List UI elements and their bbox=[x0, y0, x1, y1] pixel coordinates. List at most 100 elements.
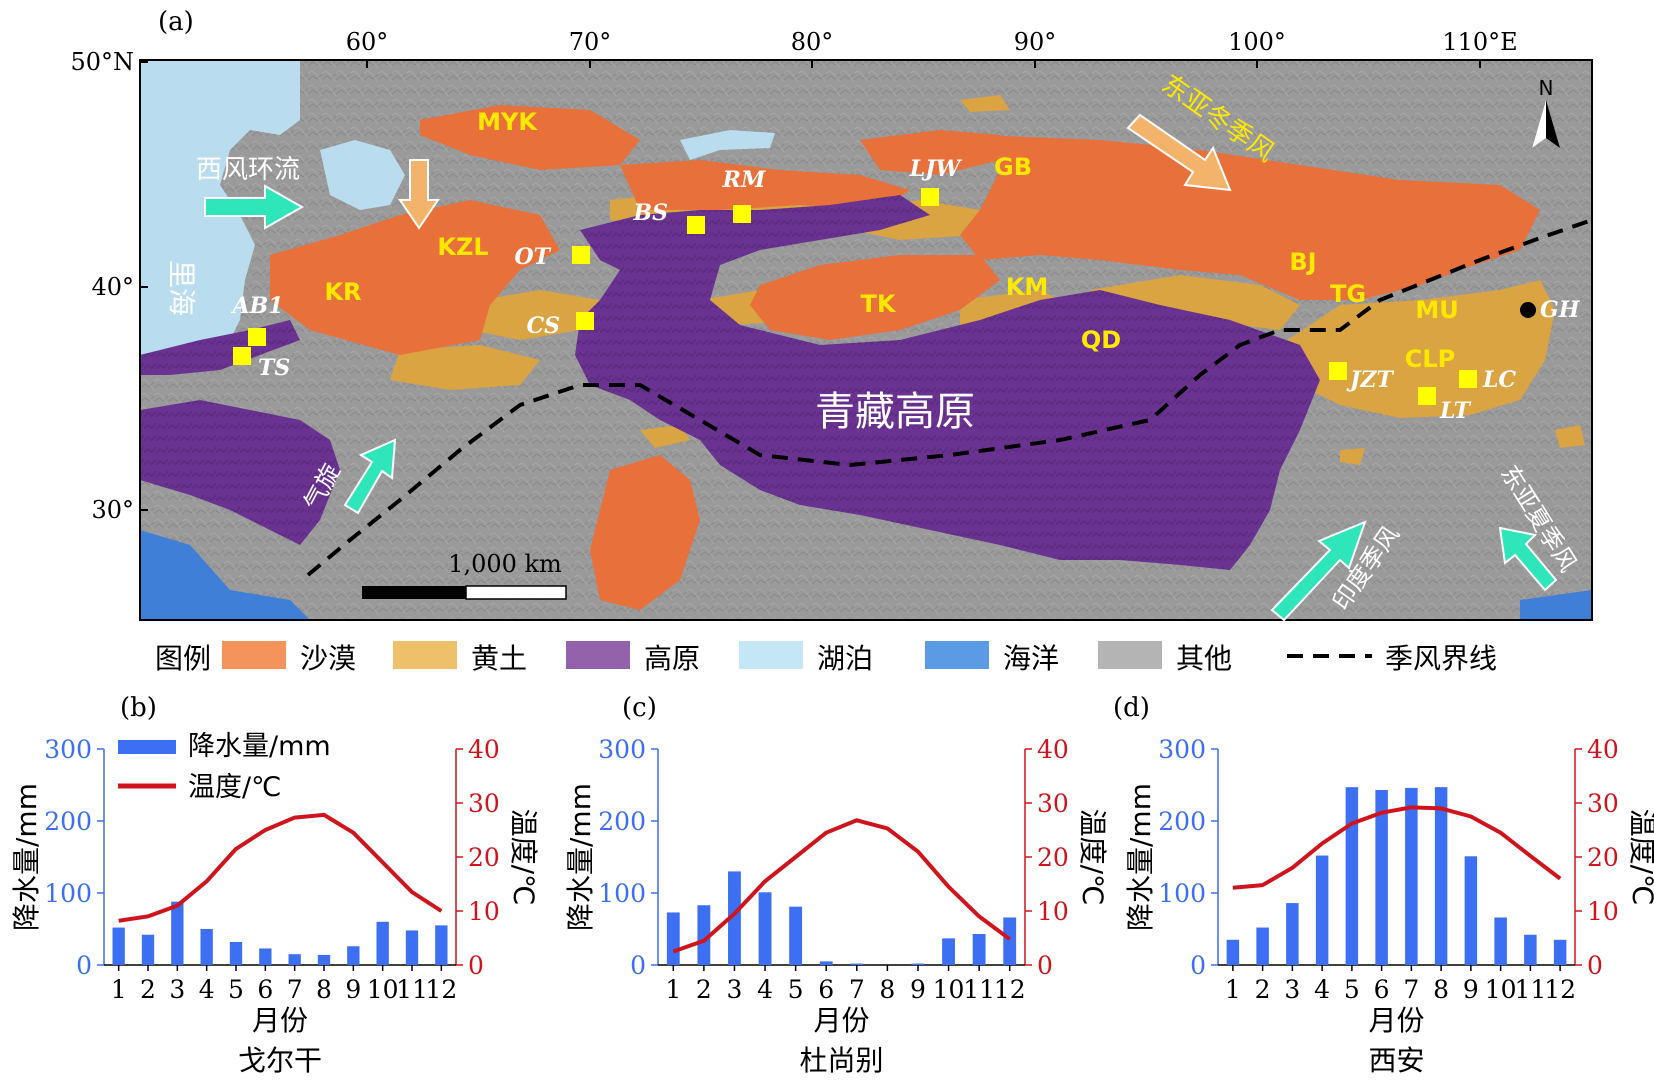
site-label: JZT bbox=[1346, 367, 1394, 393]
left-tick-label: 100 bbox=[1158, 879, 1206, 908]
x-tick-label: 9 bbox=[345, 975, 361, 1004]
x-tick-label: 7 bbox=[1403, 975, 1419, 1004]
x-axis-title: 月份 bbox=[813, 1004, 869, 1037]
site-label: LJW bbox=[909, 156, 963, 182]
temperature-line bbox=[672, 818, 1011, 954]
x-tick-label: 11 bbox=[396, 975, 428, 1004]
precip-bar bbox=[259, 948, 272, 965]
legend-swatch bbox=[739, 641, 803, 669]
x-tick-label: 5 bbox=[788, 975, 804, 1004]
x-tick-label: 5 bbox=[228, 975, 244, 1004]
region-label: KZL bbox=[437, 233, 488, 261]
precip-bar bbox=[112, 927, 125, 965]
precip-bar bbox=[171, 901, 184, 965]
site-label: RM bbox=[722, 167, 766, 193]
region-labels: MYK KZL KR GB TK KM QD BJ TG MU CLP bbox=[324, 108, 1458, 373]
precip-bar bbox=[435, 925, 448, 965]
precip-bar bbox=[347, 946, 360, 965]
lon-tick-label: 100° bbox=[1228, 28, 1286, 56]
x-tick-label: 11 bbox=[1514, 975, 1546, 1004]
gh-dot bbox=[1520, 302, 1536, 318]
site-label: TS bbox=[258, 355, 290, 381]
precip-bar bbox=[141, 934, 155, 965]
precip-bar bbox=[1003, 917, 1017, 965]
site-marker bbox=[1329, 362, 1347, 380]
right-tick-label: 0 bbox=[1037, 951, 1053, 980]
x-tick-label: 4 bbox=[199, 975, 215, 1004]
x-tick-label: 7 bbox=[287, 975, 303, 1004]
x-tick-label: 1 bbox=[1225, 975, 1241, 1004]
x-tick-label: 8 bbox=[879, 975, 895, 1004]
right-tick-label: 10 bbox=[1587, 897, 1619, 926]
panel-label: (d) bbox=[1113, 693, 1150, 723]
site-marker bbox=[1459, 370, 1477, 388]
precip-bar bbox=[911, 963, 925, 965]
left-axis-title: 降水量/mm bbox=[1124, 783, 1157, 931]
site-markers: AB1 TS OT CS BS RM LJW JZT LC LT GH bbox=[231, 156, 1581, 424]
legend-label: 沙漠 bbox=[300, 642, 356, 675]
x-tick-label: 2 bbox=[140, 975, 156, 1004]
site-label: CS bbox=[527, 313, 560, 339]
right-axis-title: 温度/℃ bbox=[1076, 809, 1109, 906]
right-tick-label: 10 bbox=[1037, 897, 1069, 926]
region-label: KM bbox=[1006, 273, 1048, 301]
lat-tick-label: 40° bbox=[91, 273, 134, 301]
precip-bar bbox=[942, 938, 955, 965]
precip-bar bbox=[1434, 787, 1448, 965]
x-tick-label: 7 bbox=[849, 975, 865, 1004]
precip-bar bbox=[200, 929, 213, 965]
legend-swatch bbox=[222, 641, 286, 669]
right-tick-label: 20 bbox=[1037, 843, 1069, 872]
site-label: BS bbox=[633, 200, 668, 226]
x-tick-label: 3 bbox=[169, 975, 185, 1004]
left-tick-label: 0 bbox=[76, 951, 92, 980]
site-marker bbox=[687, 216, 705, 234]
x-tick-label: 6 bbox=[1374, 975, 1390, 1004]
site-marker bbox=[233, 347, 251, 365]
region-label: MYK bbox=[477, 108, 538, 136]
x-tick-label: 9 bbox=[1463, 975, 1479, 1004]
x-tick-label: 8 bbox=[1433, 975, 1449, 1004]
lon-tick-label: 60° bbox=[346, 28, 389, 56]
left-tick-label: 200 bbox=[1158, 807, 1206, 836]
x-tick-label: 2 bbox=[696, 975, 712, 1004]
region-label: KR bbox=[324, 278, 361, 306]
precip-bar bbox=[1464, 856, 1478, 965]
x-tick-label: 3 bbox=[727, 975, 743, 1004]
precip-bar bbox=[1494, 917, 1507, 965]
map-frame bbox=[139, 59, 1593, 621]
site-label: LC bbox=[1482, 367, 1516, 393]
x-axis-title: 月份 bbox=[1368, 1004, 1424, 1037]
left-tick-label: 100 bbox=[598, 879, 646, 908]
right-tick-label: 40 bbox=[468, 735, 500, 764]
panel-label: (c) bbox=[622, 693, 657, 723]
x-tick-label: 6 bbox=[818, 975, 834, 1004]
lat-ticks: 50°N 40° 30° bbox=[70, 48, 148, 524]
right-tick-label: 30 bbox=[1037, 789, 1069, 818]
lat-tick-label: 50°N bbox=[70, 48, 134, 76]
precip-bar bbox=[728, 871, 741, 965]
x-tick-label: 3 bbox=[1284, 975, 1300, 1004]
precip-bar bbox=[1226, 939, 1240, 965]
x-tick-label: 10 bbox=[1485, 975, 1517, 1004]
lat-tick-label: 30° bbox=[91, 496, 134, 524]
site-marker bbox=[572, 246, 590, 264]
lon-tick-label: 70° bbox=[569, 28, 612, 56]
temperature-line bbox=[1232, 805, 1562, 890]
lon-tick-label: 90° bbox=[1014, 28, 1057, 56]
legend-bar-swatch bbox=[118, 740, 176, 754]
legend-swatch bbox=[925, 641, 989, 669]
x-tick-label: 1 bbox=[111, 975, 127, 1004]
precip-bar bbox=[758, 892, 772, 965]
aral-lake bbox=[320, 140, 405, 210]
precip-bar bbox=[1315, 855, 1329, 965]
x-tick-label: 4 bbox=[757, 975, 773, 1004]
scale-bar: 1,000 km bbox=[362, 550, 567, 600]
site-marker bbox=[733, 205, 751, 223]
legend: 图例 沙漠 黄土 高原 湖泊 海洋 其他 季风界线 bbox=[155, 641, 1497, 675]
site-label: OT bbox=[514, 244, 551, 270]
left-tick-label: 300 bbox=[598, 735, 646, 764]
legend-bar-label: 降水量/mm bbox=[188, 731, 331, 762]
